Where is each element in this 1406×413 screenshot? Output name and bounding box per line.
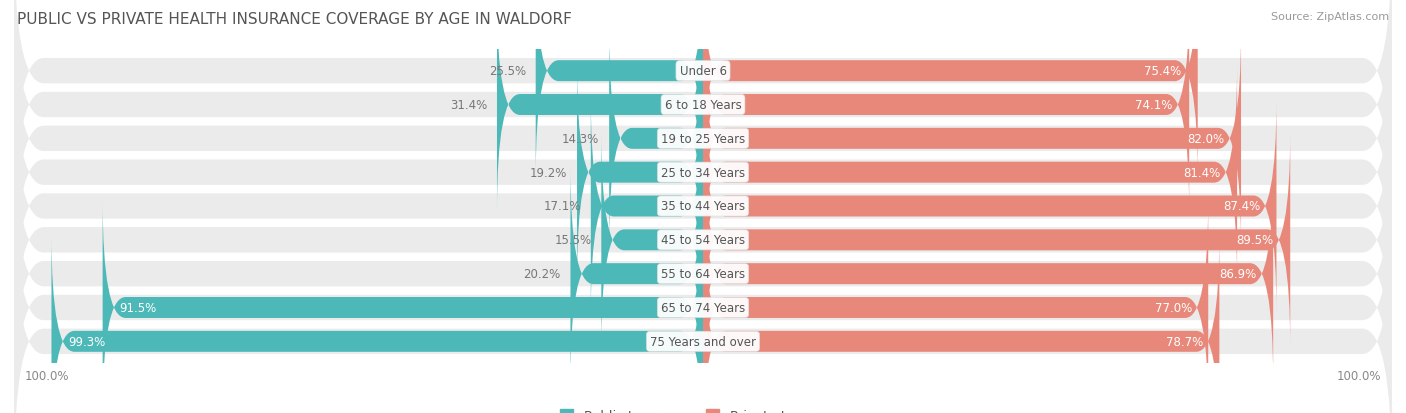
- Text: Under 6: Under 6: [679, 65, 727, 78]
- Text: 25 to 34 Years: 25 to 34 Years: [661, 166, 745, 179]
- FancyBboxPatch shape: [703, 0, 1198, 179]
- FancyBboxPatch shape: [609, 31, 703, 247]
- Text: 89.5%: 89.5%: [1237, 234, 1274, 247]
- FancyBboxPatch shape: [703, 99, 1277, 314]
- Text: 81.4%: 81.4%: [1184, 166, 1220, 179]
- FancyBboxPatch shape: [703, 65, 1237, 280]
- Text: 45 to 54 Years: 45 to 54 Years: [661, 234, 745, 247]
- Text: 20.2%: 20.2%: [523, 268, 561, 280]
- Text: 75.4%: 75.4%: [1144, 65, 1181, 78]
- FancyBboxPatch shape: [496, 0, 703, 213]
- FancyBboxPatch shape: [14, 135, 1392, 413]
- Text: 65 to 74 Years: 65 to 74 Years: [661, 301, 745, 314]
- Text: Source: ZipAtlas.com: Source: ZipAtlas.com: [1271, 12, 1389, 22]
- FancyBboxPatch shape: [14, 33, 1392, 312]
- Text: 75 Years and over: 75 Years and over: [650, 335, 756, 348]
- FancyBboxPatch shape: [571, 166, 703, 382]
- FancyBboxPatch shape: [576, 65, 703, 280]
- Text: 87.4%: 87.4%: [1223, 200, 1260, 213]
- Text: 15.5%: 15.5%: [554, 234, 592, 247]
- FancyBboxPatch shape: [14, 202, 1392, 413]
- FancyBboxPatch shape: [703, 200, 1208, 413]
- Text: 31.4%: 31.4%: [450, 99, 486, 112]
- Text: 74.1%: 74.1%: [1136, 99, 1173, 112]
- FancyBboxPatch shape: [703, 31, 1241, 247]
- FancyBboxPatch shape: [14, 0, 1392, 211]
- Text: 6 to 18 Years: 6 to 18 Years: [665, 99, 741, 112]
- Text: 91.5%: 91.5%: [120, 301, 156, 314]
- FancyBboxPatch shape: [103, 200, 703, 413]
- Text: 17.1%: 17.1%: [544, 200, 581, 213]
- Text: 78.7%: 78.7%: [1166, 335, 1204, 348]
- FancyBboxPatch shape: [591, 99, 703, 314]
- FancyBboxPatch shape: [536, 0, 703, 179]
- FancyBboxPatch shape: [14, 0, 1392, 244]
- FancyBboxPatch shape: [52, 234, 703, 413]
- Text: 77.0%: 77.0%: [1154, 301, 1192, 314]
- Text: 19.2%: 19.2%: [530, 166, 567, 179]
- Text: PUBLIC VS PRIVATE HEALTH INSURANCE COVERAGE BY AGE IN WALDORF: PUBLIC VS PRIVATE HEALTH INSURANCE COVER…: [17, 12, 572, 27]
- Text: 14.3%: 14.3%: [562, 133, 599, 145]
- FancyBboxPatch shape: [14, 0, 1392, 278]
- FancyBboxPatch shape: [602, 133, 703, 348]
- Text: 35 to 44 Years: 35 to 44 Years: [661, 200, 745, 213]
- Text: 19 to 25 Years: 19 to 25 Years: [661, 133, 745, 145]
- Text: 86.9%: 86.9%: [1219, 268, 1257, 280]
- FancyBboxPatch shape: [703, 234, 1219, 413]
- FancyBboxPatch shape: [703, 166, 1274, 382]
- FancyBboxPatch shape: [14, 169, 1392, 413]
- Text: 99.3%: 99.3%: [67, 335, 105, 348]
- FancyBboxPatch shape: [703, 133, 1291, 348]
- Text: 55 to 64 Years: 55 to 64 Years: [661, 268, 745, 280]
- FancyBboxPatch shape: [14, 67, 1392, 346]
- FancyBboxPatch shape: [703, 0, 1189, 213]
- Text: 82.0%: 82.0%: [1188, 133, 1225, 145]
- FancyBboxPatch shape: [14, 101, 1392, 380]
- Legend: Public Insurance, Private Insurance: Public Insurance, Private Insurance: [555, 405, 851, 413]
- Text: 25.5%: 25.5%: [489, 65, 526, 78]
